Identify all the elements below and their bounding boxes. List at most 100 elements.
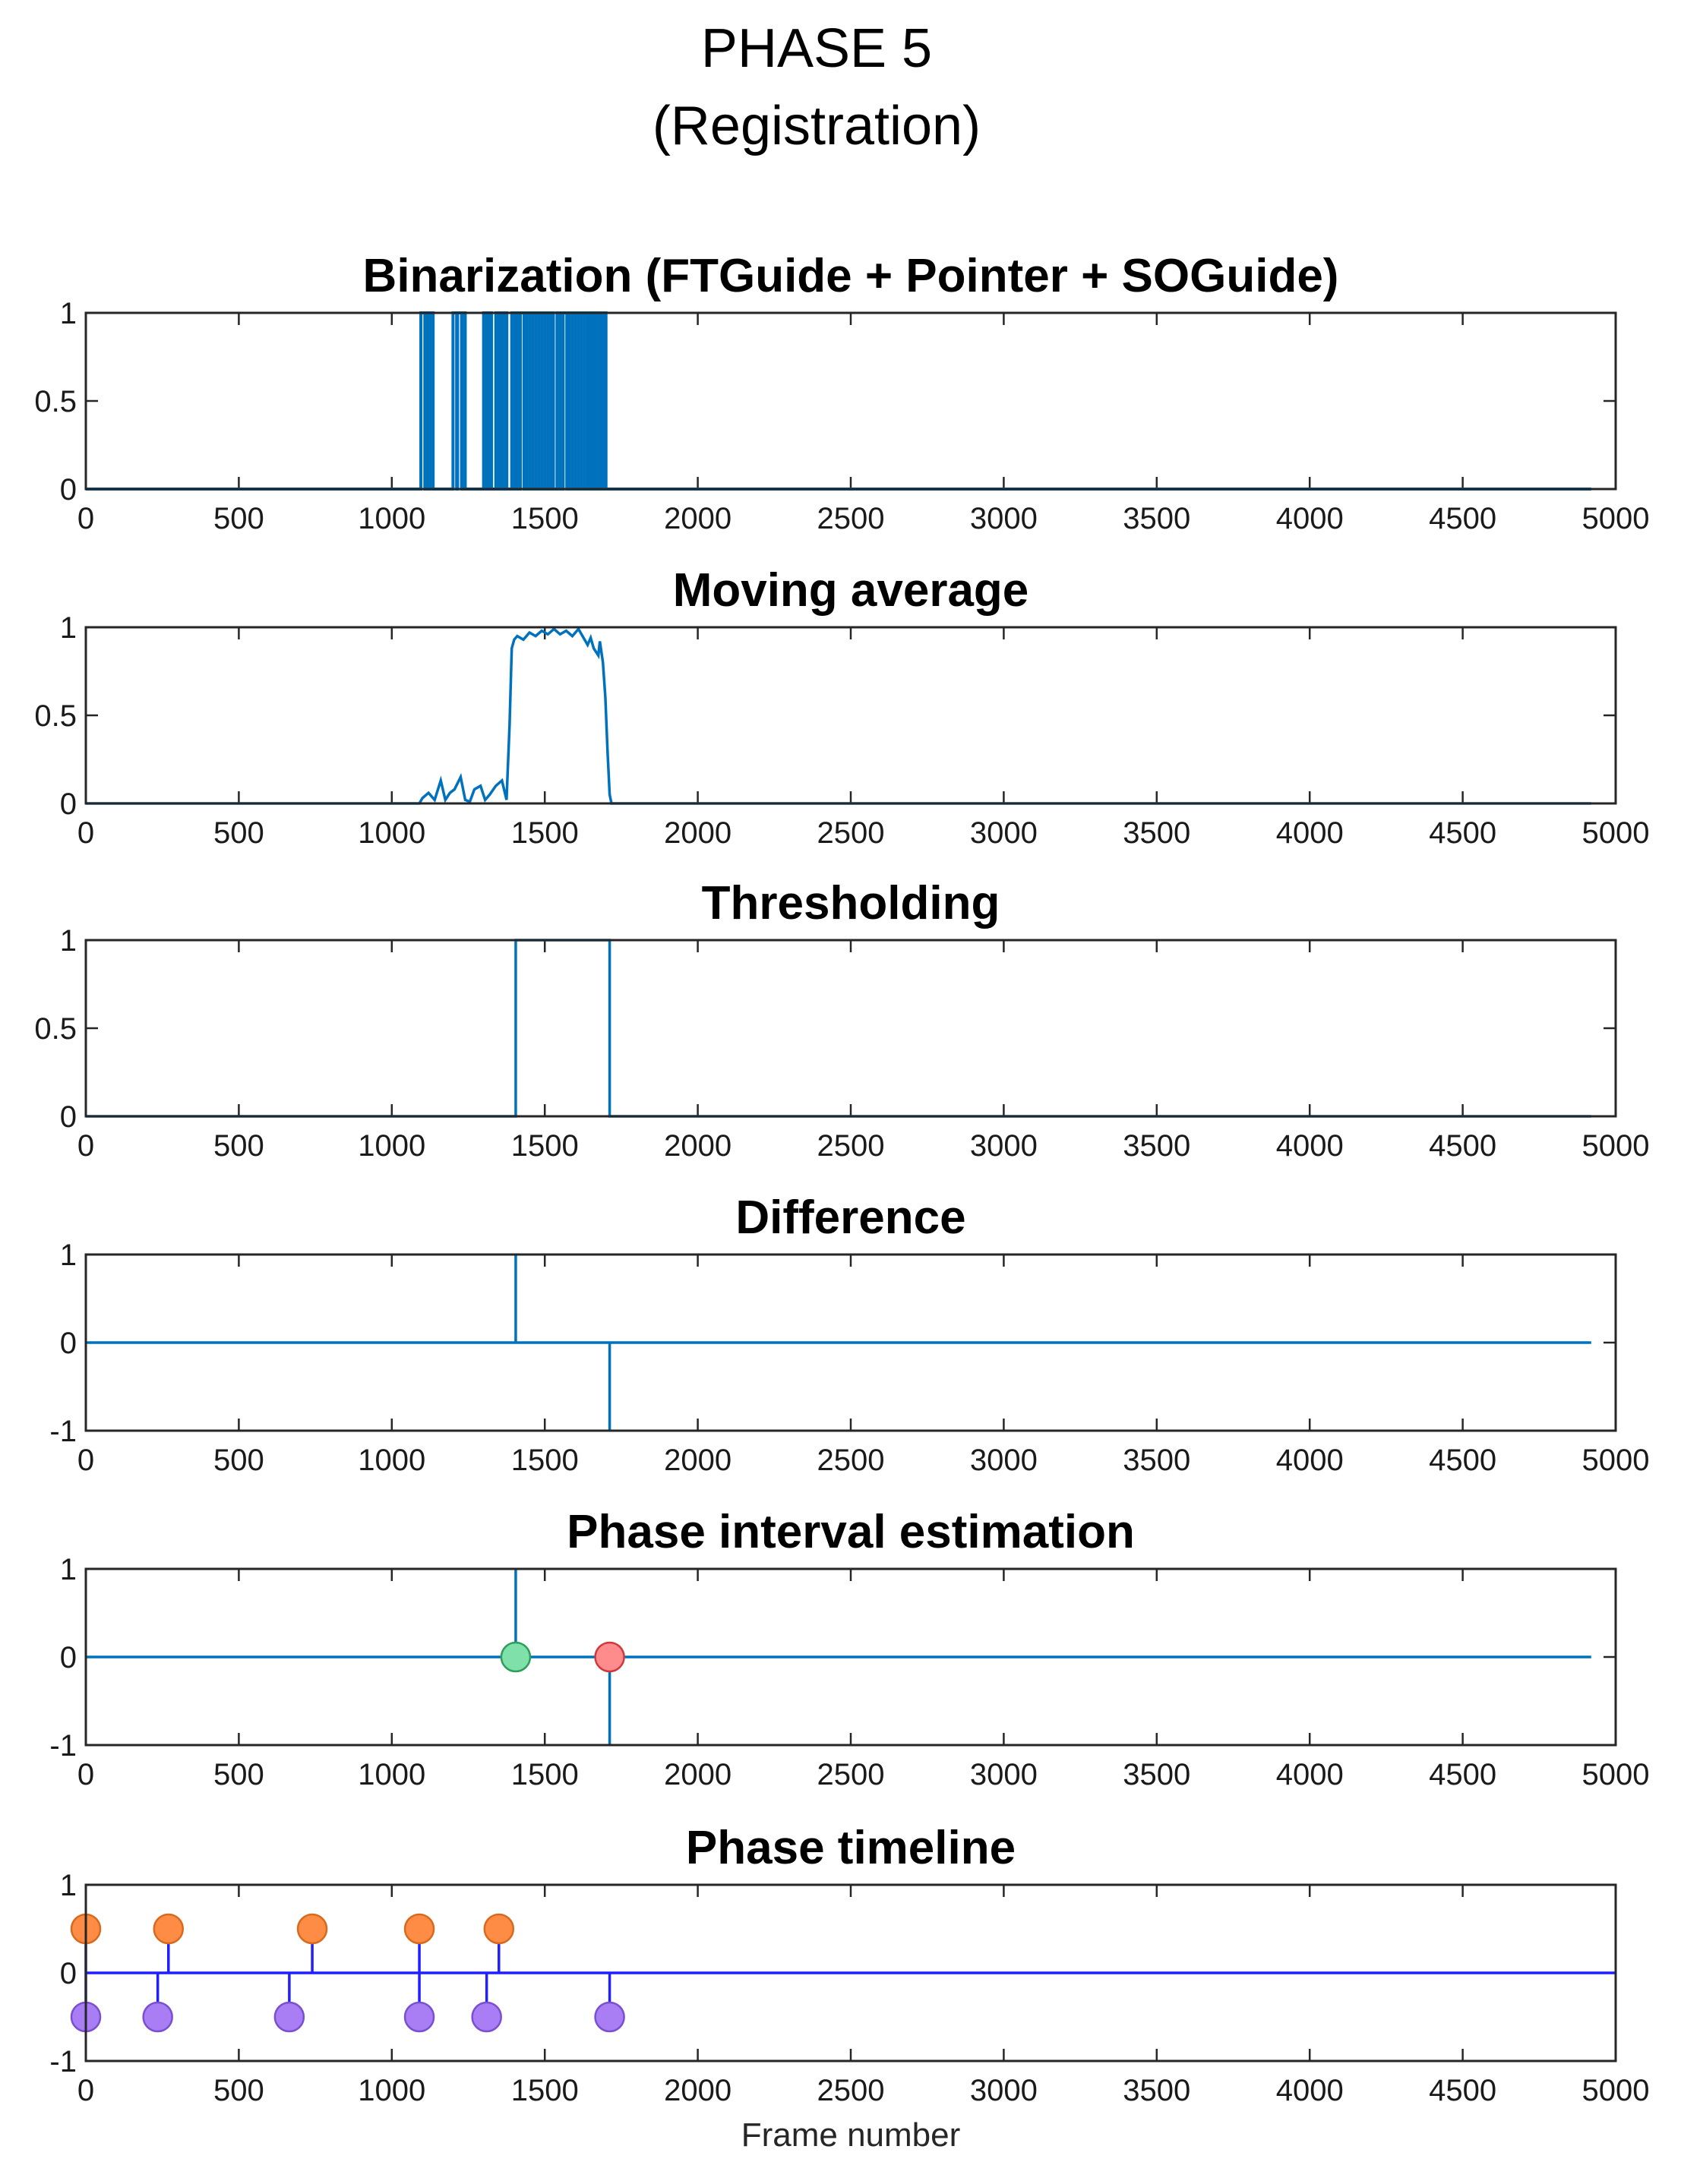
x-tick-label: 3000: [970, 1444, 1038, 1477]
phase-ends-marker: [273, 2001, 305, 2033]
x-tick-label: 2500: [817, 1444, 885, 1477]
x-tick-label: 3500: [1123, 816, 1190, 850]
y-tick-label: 0: [60, 1957, 77, 1990]
x-tick-label: 5000: [1582, 1758, 1650, 1791]
x-tick-label: 2000: [664, 2074, 731, 2107]
phase-starts-marker: [403, 1913, 435, 1945]
phase-ends-marker: [403, 2001, 435, 2033]
phase-end-marker: [594, 1641, 625, 1673]
x-tick-label: 4000: [1276, 1444, 1344, 1477]
x-tick-label: 0: [77, 502, 94, 535]
y-tick-label: 1: [60, 611, 77, 645]
x-tick-label: 2500: [817, 816, 885, 850]
x-tick-label: 4000: [1276, 1129, 1344, 1163]
x-tick-label: 500: [213, 502, 264, 535]
x-tick-label: 4000: [1276, 502, 1344, 535]
x-tick-label: 3500: [1123, 2074, 1190, 2107]
x-tick-label: 3000: [970, 2074, 1038, 2107]
y-tick-label: 1: [60, 1869, 77, 1902]
subplot-3: Thresholding 0 500 1000 1500 2000 2500 3000 3500…: [34, 877, 1649, 1163]
x-tick-label: 0: [77, 1758, 94, 1791]
x-tick-label: 1500: [511, 1129, 579, 1163]
y-tick-label: 0.5: [34, 385, 77, 418]
x-tick-label: 2500: [817, 2074, 885, 2107]
x-tick-label: 500: [213, 816, 264, 850]
x-tick-label: 500: [213, 1444, 264, 1477]
x-tick-label: 0: [77, 2074, 94, 2107]
x-tick-label: 500: [213, 2074, 264, 2107]
x-tick-label: 2500: [817, 1758, 885, 1791]
subplot-2: Moving average 0 500 1000 1500 2000 2500 3000 35…: [34, 564, 1649, 850]
x-tick-label: 1500: [511, 1758, 579, 1791]
plot-area-frame: [84, 1883, 1617, 2062]
x-tick-label: 500: [213, 1129, 264, 1163]
x-tick-label: 3000: [970, 502, 1038, 535]
x-tick-label: 5000: [1582, 502, 1650, 535]
x-tick-label: 1500: [511, 816, 579, 850]
y-tick-label: 0: [60, 1327, 77, 1360]
x-tick-label: 4000: [1276, 816, 1344, 850]
x-tick-label: 0: [77, 1444, 94, 1477]
subplot-title: Phase interval estimation: [567, 1506, 1135, 1558]
phase-starts-marker: [296, 1913, 328, 1945]
x-tick-label: 2000: [664, 502, 731, 535]
x-tick-label: 500: [213, 1758, 264, 1791]
x-tick-label: 1000: [358, 1758, 425, 1791]
subplot-title: Difference: [735, 1191, 965, 1244]
subplot-5: Phase interval estimation 0 500 1000 1500 200…: [49, 1506, 1649, 1791]
y-tick-label: 0: [60, 473, 77, 507]
y-tick-label: 0.5: [34, 1012, 77, 1046]
y-tick-label: 1: [60, 1553, 77, 1586]
x-tick-label: 4500: [1429, 2074, 1496, 2107]
x-tick-label: 4500: [1429, 1129, 1496, 1163]
subplot-4: Difference 0 500 1000 1500 2000 2500 3000 3500 40…: [49, 1191, 1649, 1477]
subplot-title: Binarization (FTGuide + Pointer + SOGuid…: [363, 250, 1339, 302]
series-difference-line: [86, 1569, 1591, 1745]
y-tick-label: -1: [49, 2045, 77, 2078]
x-tick-label: 2500: [817, 1129, 885, 1163]
x-tick-label: 3500: [1123, 1444, 1190, 1477]
subplot-title: Thresholding: [702, 877, 1000, 929]
x-tick-label: 1000: [358, 502, 425, 535]
x-tick-label: 2000: [664, 1758, 731, 1791]
phase-ends-marker: [142, 2001, 173, 2033]
subplot-6: Phase timeline 0 500 1000 1500 2000 2500 3000 35…: [49, 1822, 1649, 2154]
x-tick-label: 1000: [358, 1129, 425, 1163]
x-tick-label: 1000: [358, 1444, 425, 1477]
series-moving-average-line: [86, 626, 1591, 805]
y-tick-label: 1: [60, 924, 77, 958]
subplot-title: Moving average: [673, 564, 1029, 617]
x-tick-label: 1500: [511, 1444, 579, 1477]
y-tick-label: 0.5: [34, 699, 77, 733]
y-tick-label: -1: [49, 1415, 77, 1448]
x-tick-label: 4500: [1429, 816, 1496, 850]
x-tick-label: 1500: [511, 502, 579, 535]
phase-starts-marker: [153, 1913, 185, 1945]
phase-start-marker: [500, 1641, 532, 1673]
figure-title-line2: (Registration): [652, 96, 981, 156]
subplot-1: Binarization (FTGuide + Pointer + SOGuid…: [34, 250, 1649, 535]
phase-ends-marker: [594, 2001, 625, 2033]
x-tick-label: 3000: [970, 1758, 1038, 1791]
x-tick-label: 1000: [358, 2074, 425, 2107]
y-tick-label: -1: [49, 1729, 77, 1763]
series-difference-line: [86, 1255, 1591, 1431]
series-threshold-line: [86, 939, 1591, 1118]
x-tick-label: 5000: [1582, 1444, 1650, 1477]
x-tick-label: 5000: [1582, 2074, 1650, 2107]
x-tick-label: 5000: [1582, 1129, 1650, 1163]
y-tick-label: 0: [60, 1100, 77, 1134]
x-tick-label: 2000: [664, 816, 731, 850]
x-tick-label: 4500: [1429, 1444, 1496, 1477]
x-tick-label: 5000: [1582, 816, 1650, 850]
y-tick-label: 1: [60, 297, 77, 330]
x-tick-label: 1000: [358, 816, 425, 850]
phase-ends-marker: [471, 2001, 502, 2033]
x-axis-label: Frame number: [741, 2116, 961, 2154]
x-tick-label: 1500: [511, 2074, 579, 2107]
x-tick-label: 2000: [664, 1129, 731, 1163]
phase-starts-marker: [483, 1913, 515, 1945]
x-tick-label: 3500: [1123, 1129, 1190, 1163]
subplot-title: Phase timeline: [686, 1822, 1016, 1874]
x-tick-label: 0: [77, 816, 94, 850]
